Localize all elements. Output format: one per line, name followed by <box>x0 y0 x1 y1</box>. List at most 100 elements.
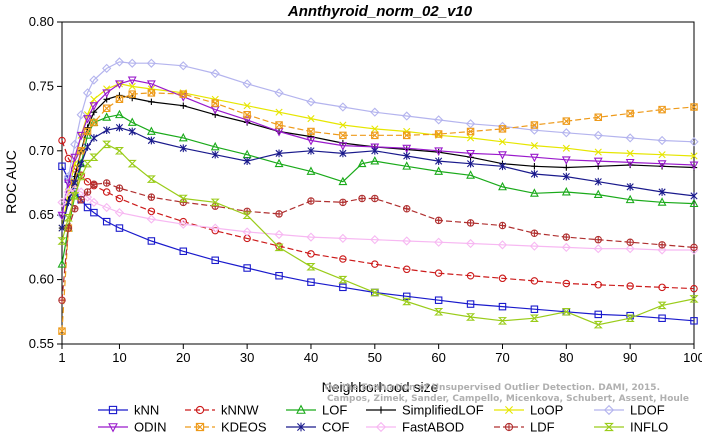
data-point <box>275 108 283 116</box>
data-point <box>178 132 188 142</box>
data-point <box>594 177 602 186</box>
data-point <box>658 283 666 292</box>
data-point <box>561 186 571 196</box>
data-point <box>76 131 86 141</box>
data-point <box>657 197 667 206</box>
legend-label: ODIN <box>134 420 167 434</box>
data-point <box>128 82 136 90</box>
series-knn <box>58 162 698 325</box>
data-point <box>83 115 92 124</box>
data-point <box>89 75 99 85</box>
data-point <box>63 187 74 197</box>
data-point <box>403 152 411 160</box>
data-point <box>625 244 635 254</box>
legend-item-loop: LoOP <box>494 403 563 418</box>
data-point <box>658 241 666 249</box>
legend-label: KDEOS <box>221 420 267 434</box>
legend-item-knn: kNN <box>98 403 159 418</box>
legend-marker <box>377 406 385 414</box>
data-point <box>70 192 80 200</box>
data-point <box>102 89 112 98</box>
data-point <box>243 102 251 110</box>
data-point <box>63 214 73 222</box>
data-point <box>339 121 347 129</box>
legend-label: INFLO <box>630 420 668 434</box>
data-point <box>83 177 92 186</box>
data-point <box>275 121 283 129</box>
data-point <box>531 163 538 170</box>
data-point <box>306 166 316 175</box>
data-point <box>435 157 443 165</box>
data-point <box>358 194 366 203</box>
data-point <box>593 320 603 329</box>
data-point <box>370 288 380 297</box>
data-point <box>529 188 539 197</box>
data-point <box>657 135 667 146</box>
series-kdeos <box>58 89 698 335</box>
data-point <box>561 156 571 165</box>
data-point <box>211 226 219 235</box>
data-point <box>498 302 507 311</box>
data-point <box>90 208 98 217</box>
data-point <box>402 131 411 140</box>
data-point <box>561 128 571 138</box>
data-point <box>306 137 316 146</box>
watermark-line-1: On the Evaluation of Unsupervised Outlie… <box>325 383 660 393</box>
data-point <box>102 202 112 213</box>
data-point <box>689 137 699 147</box>
data-point <box>128 127 136 136</box>
legend-marker <box>504 422 514 432</box>
data-point <box>210 141 220 151</box>
data-point <box>275 242 283 250</box>
data-point <box>63 179 73 189</box>
data-point <box>178 61 188 71</box>
data-point <box>90 180 98 189</box>
data-point <box>178 219 188 229</box>
data-point <box>210 198 220 207</box>
data-point <box>70 139 80 149</box>
data-point <box>690 192 698 200</box>
x-axis-label: Neighborhood size <box>322 379 439 395</box>
data-point <box>338 142 348 151</box>
data-point <box>498 125 507 133</box>
legend-label: SimplifiedLOF <box>402 403 484 418</box>
data-point <box>146 58 156 68</box>
data-point <box>371 146 379 155</box>
data-point <box>594 148 602 156</box>
series-line-knn <box>61 166 695 322</box>
data-point <box>625 314 635 322</box>
data-point <box>180 102 187 109</box>
y-tick-label: 0.65 <box>29 207 54 222</box>
legend-item-simplifiedlof: SimplifiedLOF <box>366 403 484 418</box>
data-point <box>625 158 635 168</box>
legend-marker <box>108 405 118 415</box>
data-point <box>58 162 66 171</box>
data-point <box>370 143 380 152</box>
data-point <box>497 240 508 250</box>
legend-item-ldof: LDOF <box>594 403 665 418</box>
data-point <box>115 123 124 132</box>
legend-item-inflo: INFLO <box>594 420 668 434</box>
data-point <box>593 189 603 199</box>
data-point <box>102 217 111 226</box>
legend-marker <box>505 406 513 414</box>
data-point <box>127 117 137 126</box>
data-point <box>242 227 252 237</box>
data-point <box>179 144 187 153</box>
data-point <box>690 284 698 293</box>
data-point <box>434 296 443 304</box>
data-point <box>402 144 412 154</box>
data-point <box>179 217 188 226</box>
data-point <box>658 188 666 196</box>
data-point <box>129 94 136 102</box>
data-point <box>657 160 667 169</box>
data-point <box>466 134 475 142</box>
series-line-loop <box>61 83 695 229</box>
data-point <box>658 151 666 159</box>
legend-item-ldf: LDF <box>494 420 555 434</box>
data-point <box>307 197 315 205</box>
data-point <box>434 147 444 156</box>
data-point <box>593 130 603 140</box>
data-point <box>146 126 156 135</box>
